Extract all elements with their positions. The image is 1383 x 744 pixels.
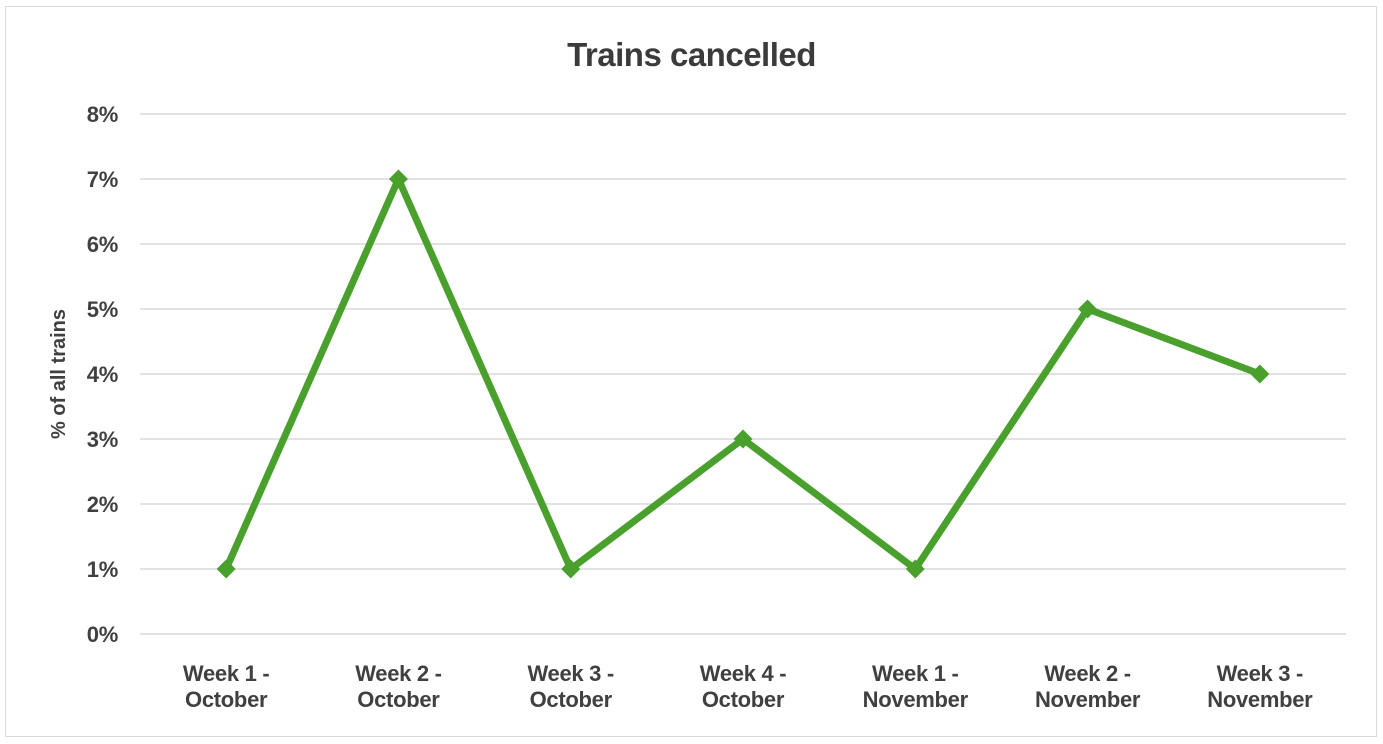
x-axis-tick-label: Week 3 - [1217,661,1303,686]
y-axis-tick-label: 1% [87,557,118,582]
data-point-marker [1250,364,1270,384]
x-axis-tick-label: October [185,687,268,712]
data-point-marker [733,429,753,449]
data-point-marker [905,559,925,579]
x-axis-tick-label: October [702,687,785,712]
x-axis-tick-label: Week 1 - [183,661,269,686]
chart-title: Trains cancelled [567,36,816,73]
y-axis-tick-label: 5% [87,297,118,322]
x-axis-tick-label: Week 4 - [700,661,786,686]
x-axis-tick-label: Week 3 - [527,661,613,686]
y-axis-tick-label: 4% [87,362,118,387]
x-axis-tick-label: October [357,687,440,712]
data-point-marker [216,559,236,579]
x-axis-tick-label: November [863,687,969,712]
data-point-marker [388,169,408,189]
x-axis-tick-label: October [530,687,613,712]
x-axis-tick-label: November [1207,687,1313,712]
data-point-marker [1078,299,1098,319]
x-axis-tick-label: November [1035,687,1141,712]
y-axis-tick-label: 3% [87,427,118,452]
x-axis-tick-label: Week 2 - [355,661,441,686]
y-axis-tick-label: 7% [87,167,118,192]
data-point-marker [561,559,581,579]
y-axis-title: % of all trains [48,309,70,439]
y-axis-tick-label: 6% [87,232,118,257]
y-axis-tick-label: 2% [87,492,118,517]
y-axis-tick-label: 8% [87,102,118,127]
x-axis-tick-label: Week 2 - [1044,661,1130,686]
y-axis-tick-label: 0% [87,622,118,647]
x-axis-tick-label: Week 1 - [872,661,958,686]
